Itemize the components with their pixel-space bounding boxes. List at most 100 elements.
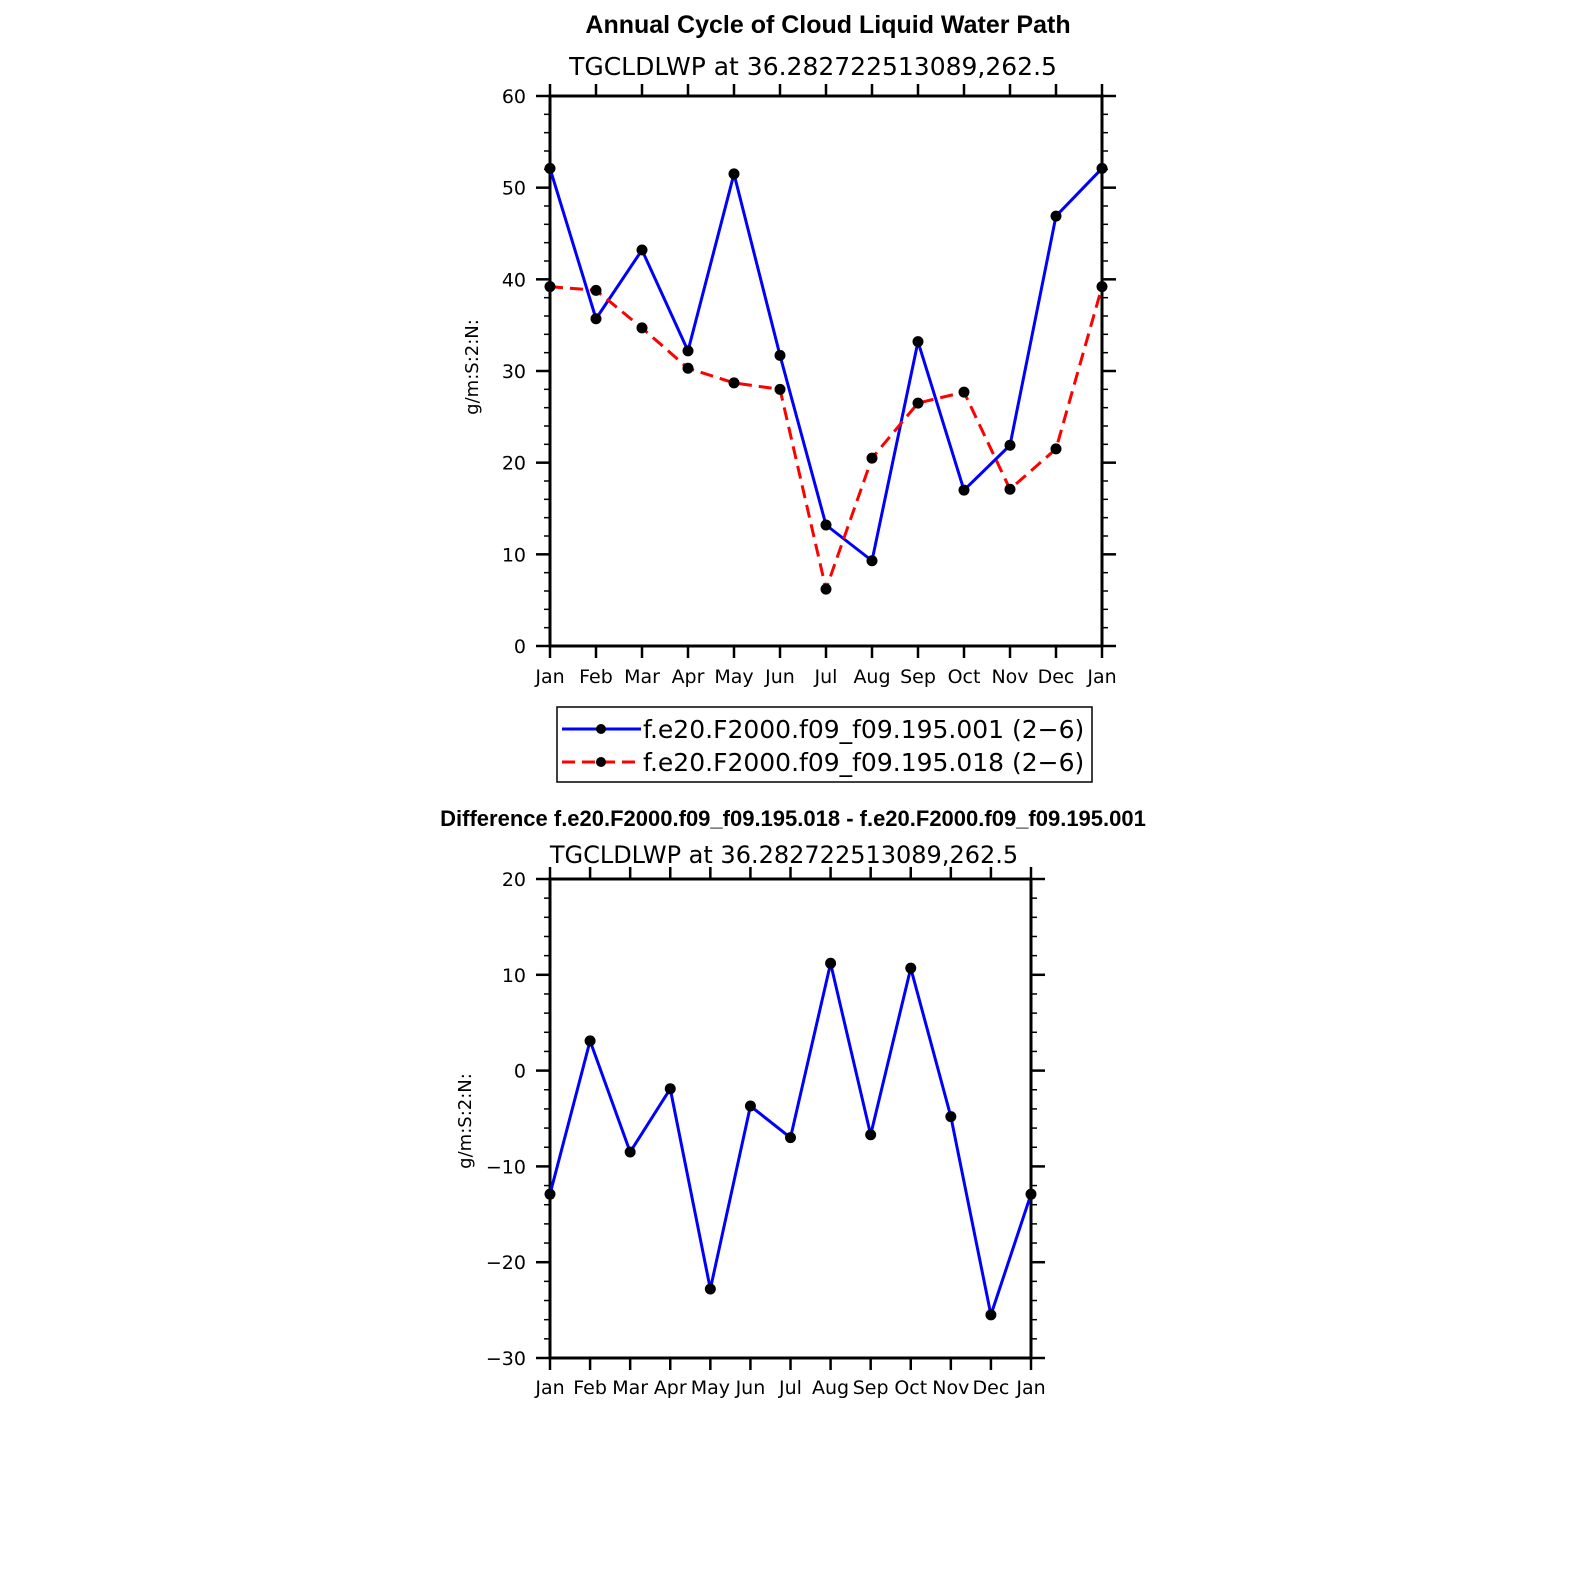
data-point	[1025, 1188, 1037, 1200]
y-axis-label: g/m:S:2:N:	[455, 1073, 476, 1169]
legend-marker-model-b	[596, 757, 606, 767]
chart-title: Difference f.e20.F2000.f09_f09.195.018 -…	[440, 806, 1146, 831]
series-lines	[544, 162, 1108, 595]
x-tick-label: Oct	[948, 666, 981, 688]
series-line-model-a	[548, 167, 1104, 563]
data-point	[728, 168, 740, 180]
data-point	[636, 244, 648, 256]
tick-labels: Jan Feb Mar Apr May Jun Jul Aug Sep Oct Nov Dec Jan 0…	[502, 86, 1117, 688]
data-point	[820, 519, 832, 531]
y-tick-label: 40	[502, 269, 526, 291]
x-tick-label: Feb	[573, 1377, 607, 1399]
x-tick-label: Jan	[1015, 1377, 1045, 1399]
y-tick-label: 10	[502, 544, 526, 566]
chart-subtitle: TGCLDLWP at 36.282722513089,262.5	[549, 841, 1018, 869]
x-tick-label: Jun	[764, 666, 795, 688]
data-point	[636, 322, 648, 334]
data-point	[820, 583, 832, 595]
y-tick-label: 10	[502, 965, 526, 987]
y-tick-label: −30	[486, 1348, 526, 1370]
data-point	[682, 362, 694, 374]
x-tick-label: Sep	[853, 1377, 889, 1399]
x-tick-label: Nov	[932, 1377, 969, 1399]
data-point	[912, 397, 924, 409]
data-point	[584, 1035, 596, 1047]
data-point	[774, 383, 786, 395]
data-point	[544, 162, 556, 174]
data-point	[825, 957, 837, 969]
y-tick-label: 50	[502, 178, 526, 200]
axes-frame	[548, 877, 1033, 1360]
axis-ticks	[536, 867, 1045, 1370]
x-tick-label: Nov	[991, 666, 1028, 688]
x-tick-label: May	[714, 666, 753, 688]
y-tick-label: 60	[502, 86, 526, 108]
x-tick-label: Apr	[672, 666, 705, 688]
data-point	[905, 962, 917, 974]
x-tick-label: Dec	[1038, 666, 1075, 688]
data-point	[1004, 439, 1016, 451]
series-line-model-b	[549, 285, 1104, 591]
x-tick-label: May	[691, 1377, 730, 1399]
plot-area-border	[548, 94, 1104, 648]
y-tick-label: −10	[486, 1156, 526, 1178]
plot-area-border	[548, 877, 1033, 1360]
x-tick-label: Aug	[853, 666, 890, 688]
x-tick-label: Feb	[579, 666, 613, 688]
legend-marker-model-a	[596, 724, 606, 734]
y-tick-label: 20	[502, 869, 526, 891]
x-tick-label: Sep	[900, 666, 936, 688]
x-tick-label: Jul	[778, 1377, 802, 1399]
y-tick-label: 30	[502, 361, 526, 383]
data-point	[1050, 210, 1062, 222]
y-tick-label: −20	[486, 1252, 526, 1274]
x-tick-label: Jul	[814, 666, 838, 688]
annual-cycle-chart: Annual Cycle of Cloud Liquid Water Path …	[462, 11, 1117, 783]
y-tick-label: 20	[502, 453, 526, 475]
tick-labels: Jan Feb Mar Apr May Jun Jul Aug Sep Oct Nov Dec Jan−…	[486, 869, 1046, 1399]
difference-chart: Difference f.e20.F2000.f09_f09.195.018 -…	[440, 806, 1146, 1399]
legend-label-model-a: f.e20.F2000.f09_f09.195.001 (2−6)	[643, 715, 1084, 744]
data-point	[1096, 162, 1108, 174]
data-point	[590, 284, 602, 296]
chart-subtitle: TGCLDLWP at 36.282722513089,262.5	[568, 52, 1057, 81]
series-lines	[544, 957, 1037, 1321]
x-tick-label: Aug	[812, 1377, 849, 1399]
x-tick-label: Jan	[534, 1377, 564, 1399]
y-axis-label: g/m:S:2:N:	[462, 319, 483, 415]
data-point	[785, 1132, 796, 1144]
data-point	[728, 377, 740, 389]
x-tick-label: Mar	[624, 666, 660, 688]
data-point	[704, 1283, 716, 1295]
data-point	[1004, 483, 1016, 495]
x-tick-label: Jan	[1086, 666, 1116, 688]
data-point	[866, 555, 878, 567]
data-point	[912, 336, 924, 348]
legend: f.e20.F2000.f09_f09.195.001 (2−6) f.e20.…	[556, 706, 1093, 783]
data-point	[744, 1100, 756, 1112]
x-tick-label: Jun	[735, 1377, 766, 1399]
legend-box	[556, 706, 1093, 783]
data-point	[774, 349, 786, 361]
data-point	[958, 484, 970, 496]
axis-ticks	[536, 84, 1116, 658]
chart-title: Annual Cycle of Cloud Liquid Water Path	[585, 11, 1070, 39]
data-point	[985, 1309, 997, 1321]
data-point	[624, 1146, 636, 1158]
data-point	[1096, 281, 1108, 293]
data-point	[958, 386, 970, 398]
x-tick-label: Dec	[973, 1377, 1010, 1399]
legend-label-model-b: f.e20.F2000.f09_f09.195.018 (2−6)	[643, 748, 1084, 777]
x-tick-label: Mar	[612, 1377, 648, 1399]
data-point	[544, 1188, 556, 1200]
data-point	[682, 345, 694, 357]
x-tick-label: Apr	[654, 1377, 687, 1399]
axes-frame	[548, 94, 1104, 648]
data-point	[865, 1129, 877, 1141]
data-point	[590, 313, 602, 325]
data-point	[866, 452, 878, 464]
y-tick-label: 0	[514, 636, 526, 658]
data-point	[664, 1083, 676, 1095]
x-tick-label: Oct	[894, 1377, 927, 1399]
